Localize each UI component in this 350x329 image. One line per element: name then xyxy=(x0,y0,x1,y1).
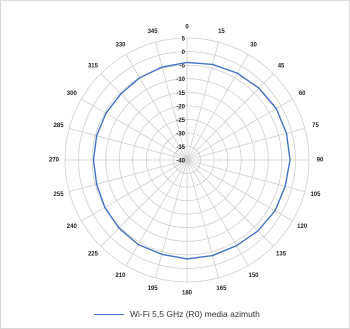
angle-tick-label: 60 xyxy=(299,91,306,97)
angle-tick-label: 30 xyxy=(250,42,257,48)
angle-tick-label: 330 xyxy=(115,42,126,48)
angle-tick-label: 240 xyxy=(67,224,78,230)
series-line xyxy=(92,61,291,260)
angle-tick-labels: 0 15 30 45 60 75 90 105 120 135 150 165 180 195 210 225… xyxy=(49,25,324,297)
radial-tick-label: -20 xyxy=(176,104,185,110)
angular-grid-line xyxy=(155,159,188,278)
angular-grid-line xyxy=(186,159,219,278)
angular-grid-line xyxy=(186,159,249,266)
legend-swatch xyxy=(94,313,124,315)
series-layer xyxy=(92,61,291,260)
angle-tick-label: 285 xyxy=(54,123,65,129)
angular-grid-line xyxy=(69,128,188,161)
angle-tick-label: 180 xyxy=(182,291,193,297)
angular-grid-line xyxy=(100,73,188,161)
angle-tick-label: 150 xyxy=(248,273,259,279)
angular-grid-line xyxy=(186,159,274,247)
angular-grid-line xyxy=(186,42,219,161)
angle-tick-label: 345 xyxy=(148,29,159,35)
angular-grid-line xyxy=(81,159,188,222)
angle-tick-label: 225 xyxy=(88,252,99,258)
angle-tick-label: 300 xyxy=(67,91,78,97)
angle-tick-label: 90 xyxy=(317,158,324,164)
angle-tick-label: 315 xyxy=(88,64,99,70)
angular-grid-line xyxy=(186,98,293,161)
angle-tick-label: 45 xyxy=(278,64,285,70)
radial-tick-label: -35 xyxy=(176,145,185,151)
radial-tick-labels: 5 0 -5 -10 -15 -20 -25 -30 -35 -40 xyxy=(176,37,185,165)
angle-tick-label: 105 xyxy=(310,192,321,198)
angular-grid-line xyxy=(186,54,249,161)
angle-tick-label: 0 xyxy=(185,25,189,31)
radial-tick-label: -10 xyxy=(176,77,185,83)
angular-grid-line xyxy=(81,98,188,161)
angle-tick-label: 210 xyxy=(115,273,126,279)
radial-tick-label: -30 xyxy=(176,131,185,137)
radial-tick-label: 5 xyxy=(182,37,186,43)
radial-tick-label: -40 xyxy=(176,159,185,165)
angle-tick-label: 15 xyxy=(218,29,225,35)
angle-tick-label: 75 xyxy=(312,123,319,129)
radial-tick-label: -15 xyxy=(176,91,185,97)
angular-grid-line xyxy=(186,128,305,161)
angle-tick-label: 255 xyxy=(54,192,65,198)
angle-tick-label: 270 xyxy=(49,158,60,164)
polar-chart: 0 15 30 45 60 75 90 105 120 135 150 165 180 195 210 225… xyxy=(49,25,324,297)
angle-tick-label: 135 xyxy=(276,252,287,258)
legend-label: Wi-Fi 5,5 GHz (R0) media azimuth xyxy=(130,309,260,319)
angular-grid-line xyxy=(125,54,188,161)
angle-tick-label: 195 xyxy=(148,286,159,292)
angular-grid-line xyxy=(69,159,188,192)
angular-grid-line xyxy=(100,159,188,247)
radial-tick-label: 0 xyxy=(182,50,186,56)
angular-grid-line xyxy=(155,42,188,161)
angular-grid-line xyxy=(186,73,274,161)
radial-tick-label: -5 xyxy=(180,64,186,70)
legend: Wi-Fi 5,5 GHz (R0) media azimuth xyxy=(94,309,260,319)
angle-tick-label: 120 xyxy=(297,224,308,230)
angular-grid xyxy=(65,38,309,282)
angular-grid-line xyxy=(125,159,188,266)
radial-tick-label: -25 xyxy=(176,118,185,124)
angle-tick-label: 165 xyxy=(216,286,227,292)
